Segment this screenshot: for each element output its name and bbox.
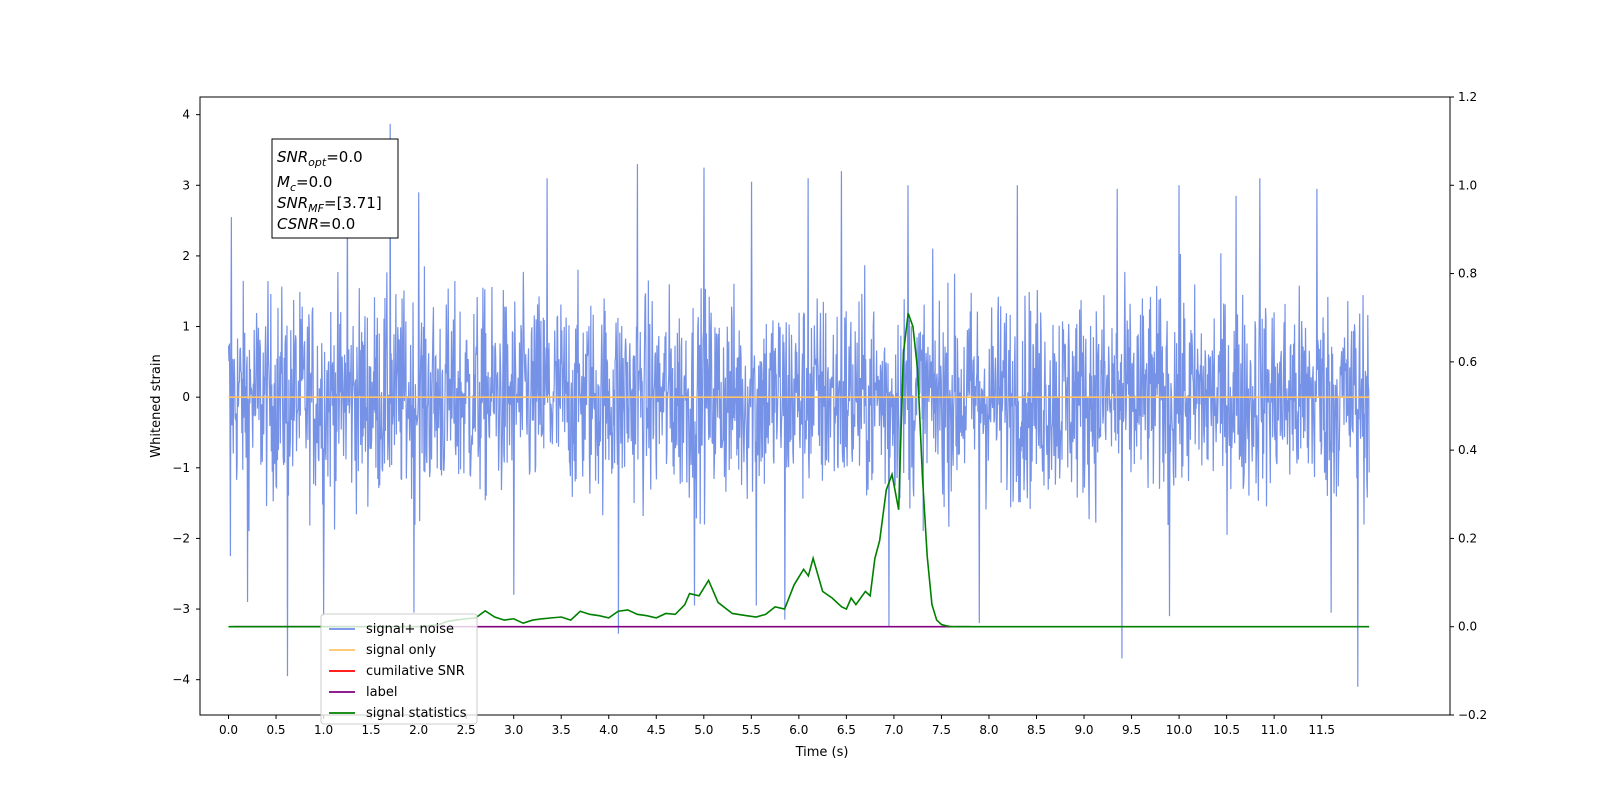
y-tick-label-right: 1.0: [1458, 178, 1477, 192]
y-tick-label-right: 0.4: [1458, 443, 1477, 457]
y-axis-label: Whitened strain: [149, 354, 164, 457]
annotation-snr-opt: SNRopt=0.0: [277, 148, 363, 169]
y-tick-label-left: −2: [172, 531, 190, 545]
x-tick-label: 8.5: [1027, 723, 1046, 737]
legend-label: label: [366, 685, 397, 700]
x-tick-label: 11.0: [1261, 723, 1288, 737]
legend: signal+ noise signal only cumilative SNR la…: [320, 613, 478, 725]
y-tick-label-left: −1: [172, 461, 190, 475]
x-axis-label: Time (s): [795, 745, 849, 760]
annotation-csnr: CSNR=0.0: [277, 215, 355, 233]
y-tick-label-right: −0.2: [1458, 708, 1487, 722]
x-tick-label: 8.0: [979, 723, 998, 737]
y-tick-label-right: 0.6: [1458, 355, 1477, 369]
x-tick-label: 1.5: [362, 723, 381, 737]
series-layer: [227, 123, 1370, 687]
y-tick-label-left: −4: [172, 673, 190, 687]
annotation-frame: [271, 138, 399, 239]
x-tick-label: 5.5: [742, 723, 761, 737]
y-tick-label-left: −3: [172, 602, 190, 616]
legend-label: signal only: [366, 643, 436, 658]
x-tick-label: 7.5: [932, 723, 951, 737]
annotation-mc: Mc=0.0: [277, 173, 332, 194]
x-tick-label: 11.5: [1308, 723, 1335, 737]
x-tick-label: 0.5: [266, 723, 285, 737]
x-axis: 0.0 0.5 1.0 1.5 2.0 2.5 3.0 3.5 4.0 4.5 5.0 5.5 6.0 6…: [219, 715, 1335, 737]
y-tick-label-right: 0.2: [1458, 531, 1477, 545]
legend-label: signal statistics: [366, 706, 467, 721]
y-tick-label-left: 1: [182, 320, 190, 334]
x-tick-label: 10.0: [1166, 723, 1193, 737]
x-tick-label: 5.0: [694, 723, 713, 737]
annotation-box: SNRopt=0.0 Mc=0.0 SNRMF=[3.71] CSNR=0.0: [271, 138, 399, 239]
x-tick-label: 3.5: [552, 723, 571, 737]
series-signal-noise: [227, 123, 1370, 687]
legend-frame: [320, 613, 478, 725]
x-tick-label: 4.0: [599, 723, 618, 737]
x-tick-label: 4.5: [647, 723, 666, 737]
x-tick-label: 6.0: [789, 723, 808, 737]
legend-label: cumilative SNR: [366, 664, 465, 679]
y-tick-label-left: 0: [182, 390, 190, 404]
x-tick-label: 9.0: [1074, 723, 1093, 737]
x-tick-label: 10.5: [1213, 723, 1240, 737]
x-tick-label: 1.0: [314, 723, 333, 737]
plot-frame: [199, 96, 1451, 716]
x-tick-label: 9.5: [1122, 723, 1141, 737]
y-axis-left: 4 3 2 1 0 −1 −2 −3 −4: [172, 108, 200, 687]
series-signal-statistics: [228, 313, 1370, 628]
y-tick-label-right: 0.0: [1458, 620, 1477, 634]
y-tick-label-right: 0.8: [1458, 267, 1477, 281]
y-tick-label-left: 2: [182, 249, 190, 263]
annotation-snr-mf: SNRMF=[3.71]: [277, 194, 382, 215]
x-tick-label: 2.0: [409, 723, 428, 737]
x-tick-label: 0.0: [219, 723, 238, 737]
x-tick-label: 6.5: [837, 723, 856, 737]
x-tick-label: 2.5: [457, 723, 476, 737]
y-tick-label-left: 3: [182, 178, 190, 192]
y-tick-label-right: 1.2: [1458, 90, 1477, 104]
y-axis-right: 1.2 1.0 0.8 0.6 0.4 0.2 0.0 −0.2: [1450, 90, 1487, 722]
x-tick-label: 7.0: [884, 723, 903, 737]
x-tick-label: 3.0: [504, 723, 523, 737]
y-tick-label-left: 4: [182, 108, 190, 122]
legend-label: signal+ noise: [366, 622, 454, 637]
